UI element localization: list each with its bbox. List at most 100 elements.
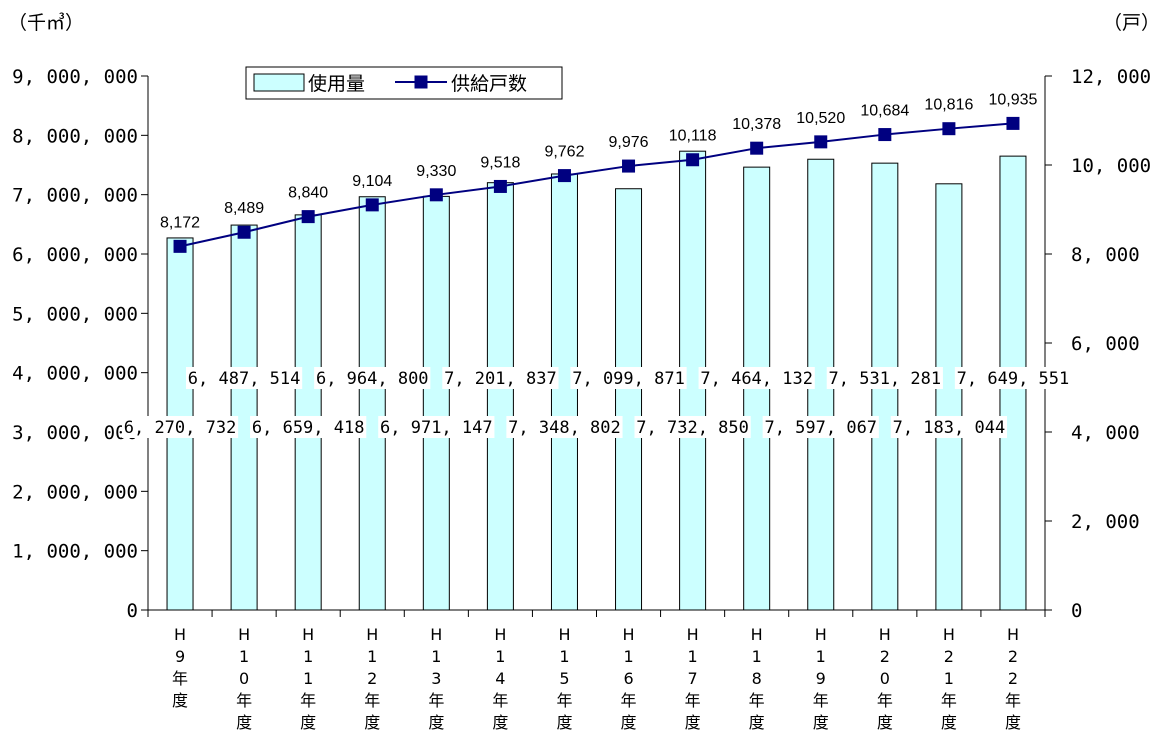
- right-tick-label: 4, 000: [1071, 422, 1140, 444]
- category-label: H: [430, 625, 442, 644]
- bar: [486, 182, 514, 611]
- right-tick-label: 8, 000: [1071, 244, 1140, 266]
- category-label: 度: [428, 713, 444, 732]
- category-label: H: [623, 625, 635, 644]
- category-label: 1: [752, 647, 762, 666]
- category-label: 年: [941, 691, 957, 710]
- category-label: H: [815, 625, 827, 644]
- category-label: 3: [431, 669, 441, 688]
- line-data-label: 10,935: [988, 91, 1037, 108]
- line-data-label: 10,378: [732, 116, 781, 133]
- line-data-label: 9,330: [416, 163, 456, 180]
- bar: [422, 195, 450, 611]
- category-label: 1: [623, 647, 633, 666]
- category-label: 度: [941, 713, 957, 732]
- category-label: 8: [752, 669, 762, 688]
- right-tick-label: 10, 000: [1071, 155, 1151, 177]
- category-label: 1: [944, 669, 954, 688]
- category-label: H: [302, 625, 314, 644]
- right-tick-label: 2, 000: [1071, 511, 1140, 533]
- bar-data-label: 6, 971, 147: [380, 418, 493, 438]
- line-data-label: 9,762: [544, 144, 584, 161]
- bars: [166, 150, 1027, 611]
- category-label: 2: [1008, 647, 1018, 666]
- category-label: 1: [431, 647, 441, 666]
- legend-bar-label: 使用量: [308, 73, 365, 95]
- legend-bar-swatch: [253, 73, 305, 92]
- line-marker: [493, 179, 507, 193]
- bar-data-label: 7, 183, 044: [893, 418, 1006, 438]
- line-marker: [1006, 116, 1020, 130]
- category-label: 2: [944, 647, 954, 666]
- line-marker: [686, 153, 700, 167]
- bar: [294, 214, 322, 611]
- bar-data-label-bg: [314, 367, 431, 389]
- category-label: 2: [880, 647, 890, 666]
- category-label: H: [238, 625, 250, 644]
- category-label: 度: [236, 713, 252, 732]
- bar: [358, 196, 386, 611]
- bar-data-label-bg: [442, 367, 559, 389]
- legend-line-marker: [414, 75, 428, 89]
- left-tick-label: 4, 000, 000: [12, 363, 138, 385]
- bar-data-label-bg: [762, 416, 879, 438]
- line-data-label: 9,518: [480, 154, 520, 171]
- left-tick-label: 1, 000, 000: [12, 541, 138, 563]
- right-tick-label: 12, 000: [1071, 66, 1151, 88]
- category-label: 年: [300, 691, 316, 710]
- category-label: 1: [495, 647, 505, 666]
- left-tick-label: 2, 000, 000: [12, 481, 138, 503]
- axes: 0 1, 000, 000 2, 000, 000 3, 000, 000 4, 000…: [8, 12, 1160, 732]
- line-marker: [622, 159, 636, 173]
- line-data-label: 8,489: [224, 200, 264, 217]
- left-tick-label: 8, 000, 000: [12, 125, 138, 147]
- category-label: 度: [813, 713, 829, 732]
- category-label: 1: [367, 647, 377, 666]
- legend-line-label: 供給戸数: [451, 73, 527, 95]
- category-label: 1: [239, 647, 249, 666]
- right-tick-label: 6, 000: [1071, 333, 1140, 355]
- bar: [550, 173, 578, 611]
- line-marker: [429, 188, 443, 202]
- category-label: H: [943, 625, 955, 644]
- category-label: 2: [367, 669, 377, 688]
- bar-data-label: 7, 201, 837: [444, 369, 557, 389]
- bar: [935, 183, 963, 611]
- line-data-label: 10,684: [860, 103, 909, 120]
- category-label: H: [174, 625, 186, 644]
- category-label: 年: [813, 691, 829, 710]
- left-tick-label: 9, 000, 000: [12, 66, 138, 88]
- line-marker: [878, 128, 892, 142]
- line-marker: [237, 225, 251, 239]
- category-label: 6: [623, 669, 633, 688]
- category-label: 年: [621, 691, 637, 710]
- bar-data-label-bg: [186, 367, 303, 389]
- labels: 8,172 8,489 8,840 9,104 9,330 9,518 9,762 9,976…: [121, 91, 1072, 438]
- category-label: 度: [492, 713, 508, 732]
- bar-data-label: 7, 464, 132: [700, 369, 813, 389]
- line-marker: [814, 135, 828, 149]
- bar-data-label-bg: [698, 367, 815, 389]
- category-label: 度: [300, 713, 316, 732]
- category-label: 年: [364, 691, 380, 710]
- line-data-label: 10,816: [924, 97, 973, 114]
- category-label: 度: [877, 713, 893, 732]
- line-marker: [750, 141, 764, 155]
- category-label: 年: [1005, 691, 1021, 710]
- category-label: 年: [236, 691, 252, 710]
- bar-data-label-bg: [890, 416, 1007, 438]
- category-label: 度: [364, 713, 380, 732]
- bar-data-label: 7, 099, 871: [572, 369, 685, 389]
- category-label: 年: [428, 691, 444, 710]
- left-tick-label: 7, 000, 000: [12, 185, 138, 207]
- category-label: 1: [303, 647, 313, 666]
- bar-data-label: 7, 732, 850: [636, 418, 749, 438]
- line-series: [173, 116, 1020, 253]
- category-label: H: [687, 625, 699, 644]
- category-label: 度: [556, 713, 572, 732]
- category-label: 9: [816, 669, 826, 688]
- right-axis-unit: （戸）: [1103, 12, 1160, 34]
- bar-data-label-bg: [121, 416, 239, 438]
- category-label: 年: [877, 691, 893, 710]
